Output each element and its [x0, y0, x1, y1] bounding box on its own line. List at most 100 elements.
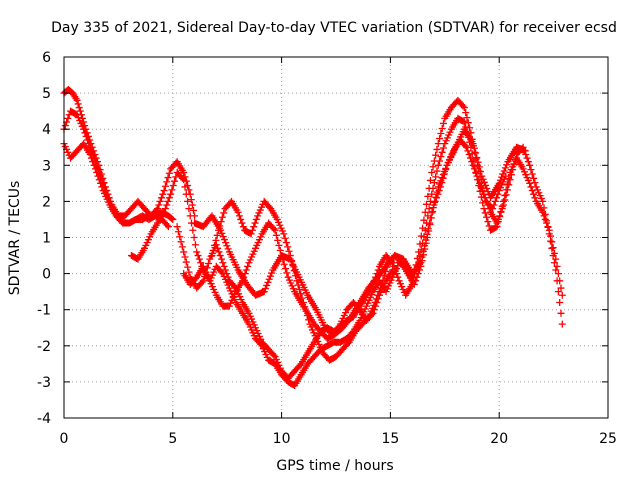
data-point	[495, 175, 508, 195]
data-point	[67, 148, 80, 162]
data-point	[271, 353, 284, 372]
data-point	[180, 248, 193, 276]
data-point	[480, 205, 493, 230]
x-axis-label: GPS time / hours	[276, 458, 393, 474]
data-point	[93, 169, 106, 191]
data-point	[219, 270, 232, 289]
data-point	[441, 128, 454, 148]
data-point	[271, 226, 284, 254]
data-point	[291, 361, 304, 375]
data-point	[73, 111, 86, 130]
data-point	[297, 362, 310, 379]
data-point	[493, 205, 506, 227]
data-point	[486, 181, 502, 202]
data-point	[208, 231, 221, 260]
data-point	[245, 247, 258, 267]
y-tick-label: 0	[42, 267, 51, 283]
data-point	[410, 266, 424, 288]
data-point	[238, 309, 252, 326]
data-point	[304, 340, 317, 357]
data-point	[356, 306, 369, 322]
y-tick-label: -2	[37, 339, 51, 355]
data-point	[154, 190, 167, 213]
data-point	[469, 161, 482, 184]
data-point	[460, 125, 476, 146]
data-point	[134, 246, 147, 263]
data-point	[267, 205, 280, 221]
data-point	[382, 268, 395, 285]
data-point	[180, 270, 193, 286]
data-point	[330, 322, 343, 339]
data-point	[260, 269, 276, 296]
data-point	[404, 270, 417, 286]
data-point	[86, 150, 99, 173]
data-point	[502, 172, 510, 180]
data-point	[273, 215, 286, 235]
data-point	[332, 347, 345, 361]
series-arc-2	[60, 85, 199, 220]
data-point	[304, 291, 319, 312]
data-point	[265, 219, 278, 233]
data-point	[186, 212, 199, 249]
data-point	[415, 216, 428, 256]
data-point	[434, 144, 447, 169]
data-point	[112, 212, 125, 226]
data-point	[304, 309, 317, 326]
data-point	[284, 369, 297, 382]
data-point	[365, 275, 380, 292]
data-point	[265, 356, 278, 367]
data-point	[362, 311, 376, 325]
data-point	[460, 104, 474, 132]
data-point	[99, 187, 112, 206]
data-point	[345, 330, 358, 346]
data-point	[450, 138, 463, 155]
data-point	[212, 291, 226, 308]
data-point	[486, 208, 500, 225]
x-tick-label: 10	[273, 431, 291, 447]
data-point	[228, 197, 241, 214]
data-point	[441, 106, 454, 122]
data-point	[325, 353, 339, 364]
data-point	[167, 159, 180, 173]
data-point	[241, 226, 254, 237]
data-point	[526, 161, 539, 187]
data-point	[519, 165, 532, 184]
data-series	[60, 85, 566, 390]
x-tick-label: 25	[599, 431, 617, 447]
data-point	[186, 275, 199, 288]
data-point	[552, 266, 565, 317]
data-point	[291, 288, 304, 304]
data-point	[286, 252, 300, 280]
data-point	[284, 378, 297, 389]
data-point	[254, 200, 267, 220]
data-point	[391, 252, 404, 265]
data-point	[428, 167, 441, 198]
data-point	[539, 197, 552, 231]
data-point	[319, 349, 332, 363]
data-point	[238, 262, 252, 285]
data-point	[434, 119, 447, 148]
data-point	[297, 298, 310, 315]
data-point	[336, 309, 350, 328]
data-point	[88, 143, 102, 166]
data-point	[258, 221, 271, 238]
y-tick-label: 6	[42, 50, 51, 66]
y-tick-label: -1	[37, 303, 51, 319]
data-point	[232, 298, 245, 315]
x-tick-label: 0	[60, 431, 69, 447]
data-point	[284, 273, 297, 293]
x-tick-label: 5	[168, 431, 177, 447]
data-point	[251, 335, 265, 348]
data-point	[186, 190, 197, 214]
data-point	[245, 309, 258, 329]
data-point	[376, 254, 389, 270]
data-point	[212, 241, 226, 263]
data-point	[495, 161, 511, 187]
data-point	[463, 143, 476, 166]
data-point	[212, 262, 226, 276]
y-axis-label: SDTVAR / TECUs	[7, 181, 23, 296]
data-point	[67, 107, 80, 118]
y-tick-label: 2	[42, 194, 51, 210]
data-point	[154, 210, 167, 227]
x-tick-label: 20	[490, 431, 508, 447]
